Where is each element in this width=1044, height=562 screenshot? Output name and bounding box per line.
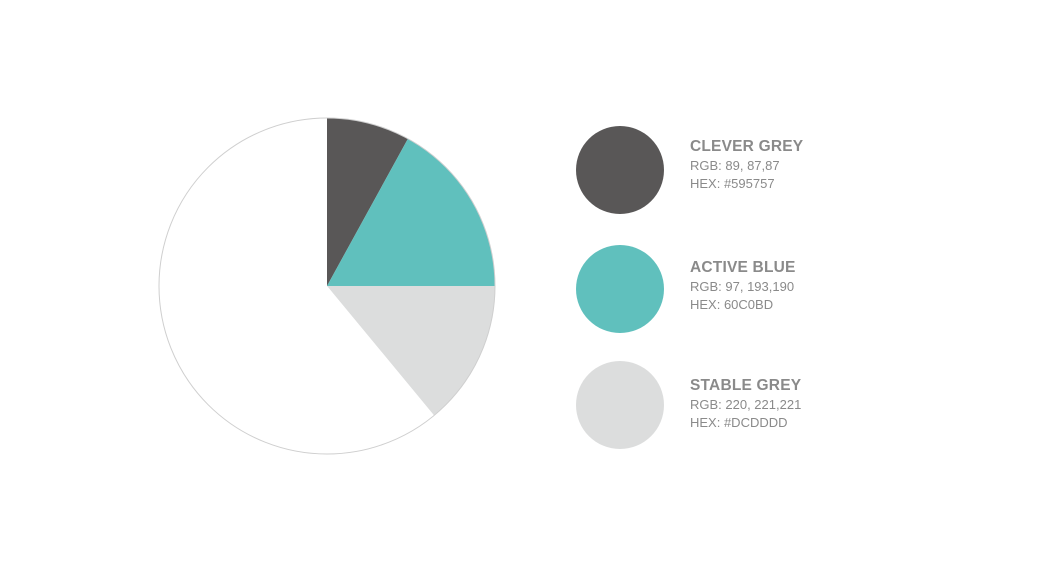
swatch-clever-grey: [576, 126, 664, 214]
color-hex: HEX: #595757: [690, 176, 775, 191]
pie-outline: [158, 117, 496, 455]
color-hex: HEX: #DCDDDD: [690, 415, 788, 430]
color-rgb: RGB: 97, 193,190: [690, 279, 795, 294]
color-name: CLEVER GREY: [690, 138, 804, 155]
pie-slice-white: [159, 118, 435, 454]
label-clever-grey: CLEVER GREY RGB: 89, 87,87 HEX: #595757: [690, 137, 803, 193]
color-name: ACTIVE BLUE: [690, 259, 796, 276]
color-rgb: RGB: 220, 221,221: [690, 397, 802, 412]
swatch-active-blue: [576, 245, 664, 333]
color-hex: HEX: 60C0BD: [690, 297, 774, 312]
color-rgb: RGB: 89, 87,87: [690, 158, 780, 173]
label-active-blue: ACTIVE BLUE RGB: 97, 193,190 HEX: 60C0BD: [690, 258, 796, 314]
color-name: STABLE GREY: [690, 377, 802, 394]
pie-slice-stable-grey: [327, 286, 496, 416]
swatch-stable-grey: [576, 361, 664, 449]
pie-slice-clever-grey: [327, 118, 408, 286]
label-stable-grey: STABLE GREY RGB: 220, 221,221 HEX: #DCDD…: [690, 376, 801, 432]
